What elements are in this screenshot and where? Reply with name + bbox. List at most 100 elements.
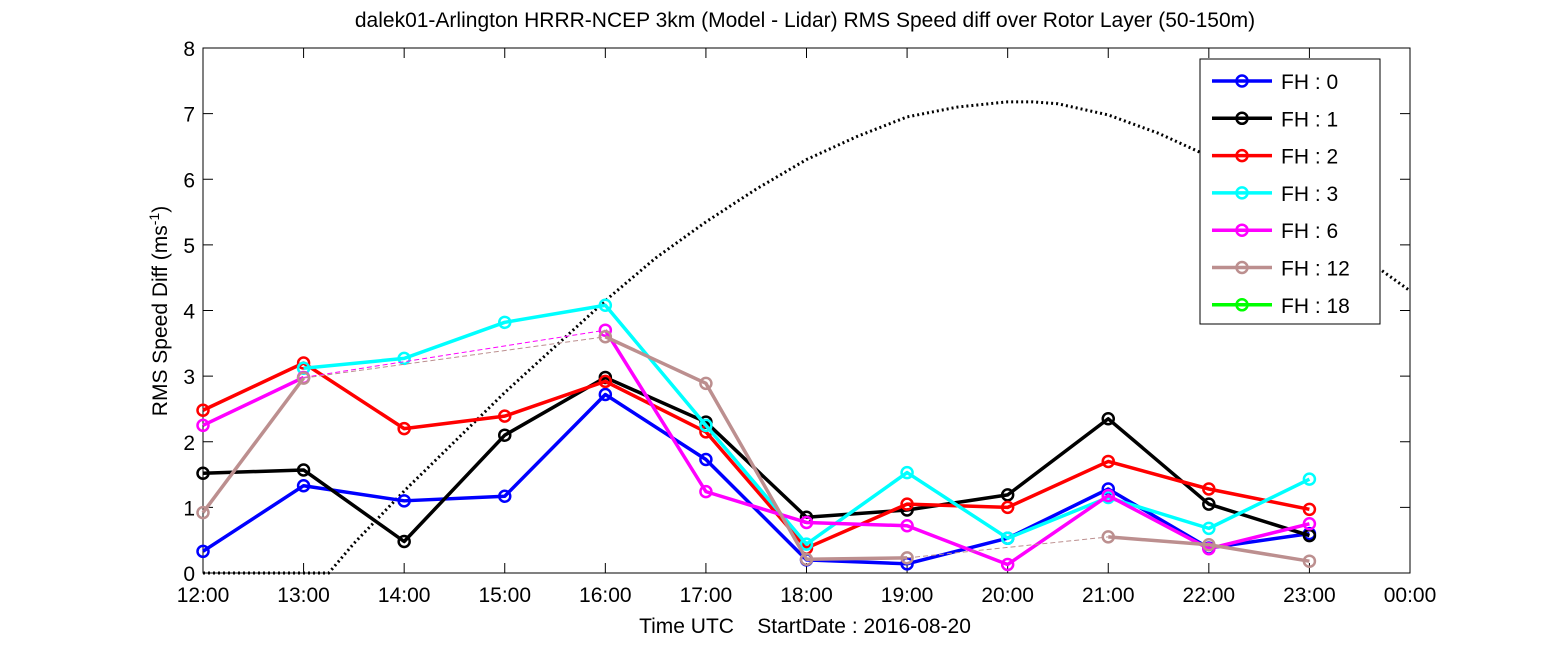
data-point-marker	[196, 403, 210, 417]
data-point-marker	[196, 466, 210, 480]
plot-area: 0 1 2 3 4 5 6 7 8 12:00 13:00 14:00 15:00 16:00 17:00…	[177, 38, 1437, 607]
y-axis-label-superscript: -1	[146, 213, 162, 226]
legend: FH : 0 FH : 1 FH : 2 FH : 3 FH : 6 FH : 12 FH …	[1199, 58, 1381, 325]
data-point-marker	[699, 484, 713, 499]
legend-swatch-marker	[1235, 148, 1249, 163]
x-axis-ticks: 12:00 13:00 14:00 15:00 16:00 17:00 18:00 19:00…	[177, 48, 1436, 607]
x-axis-label: Time UTC StartDate : 2016-08-20	[639, 615, 971, 638]
y-tick-label: 0	[183, 563, 195, 586]
x-tick-label: 20:00	[981, 584, 1034, 607]
data-point-marker	[1101, 454, 1115, 469]
y-tick-label: 5	[183, 235, 195, 258]
y-tick-label: 3	[183, 366, 195, 389]
data-point-marker	[598, 387, 613, 402]
data-point-marker	[799, 515, 814, 530]
data-point-marker	[900, 519, 914, 533]
data-point-marker	[296, 478, 311, 493]
data-point-marker	[498, 489, 512, 503]
data-point-marker	[1000, 531, 1015, 545]
legend-item: FH : 1	[1212, 108, 1338, 131]
x-tick-label: 12:00	[177, 584, 230, 607]
y-axis-ticks: 0 1 2 3 4 5 6 7 8	[183, 38, 1410, 586]
data-point-marker	[498, 409, 512, 423]
legend-label: FH : 18	[1281, 295, 1350, 318]
legend-swatch-marker	[1235, 111, 1249, 126]
x-tick-label: 14:00	[378, 584, 431, 607]
data-point-marker	[196, 418, 210, 433]
legend-label: FH : 0	[1281, 71, 1338, 94]
data-point-marker	[1302, 502, 1317, 517]
x-tick-label: 21:00	[1082, 584, 1135, 607]
legend-label: FH : 2	[1281, 146, 1338, 169]
data-point-marker	[598, 298, 613, 312]
data-point-marker	[1101, 412, 1115, 426]
legend-items: FH : 0 FH : 1 FH : 2 FH : 3 FH : 6 FH : 12 FH …	[1212, 71, 1350, 318]
y-tick-label: 7	[183, 104, 195, 127]
legend-label: FH : 12	[1281, 258, 1350, 281]
series-line	[201, 377, 305, 514]
y-tick-label: 1	[183, 497, 195, 520]
data-point-marker	[900, 465, 914, 480]
data-point-marker	[699, 418, 713, 433]
series-fh-1	[196, 370, 1317, 549]
chart-title: dalek01-Arlington HRRR-NCEP 3km (Model -…	[355, 9, 1255, 32]
data-point-marker	[1302, 517, 1317, 531]
data-point-marker	[397, 351, 411, 366]
legend-label: FH : 6	[1281, 220, 1338, 243]
data-point-marker	[1000, 488, 1015, 502]
legend-label: FH : 1	[1281, 108, 1338, 131]
data-point-marker	[1101, 488, 1115, 503]
data-point-marker	[598, 330, 613, 344]
series-line	[603, 329, 1310, 567]
x-tick-label: 15:00	[478, 584, 531, 607]
series-fh-2	[196, 356, 1317, 555]
legend-swatch-marker	[1235, 186, 1249, 200]
data-point-marker	[1302, 472, 1317, 486]
y-axis-label-main: RMS Speed Diff (ms	[149, 225, 172, 416]
legend-swatch-marker	[1235, 260, 1249, 275]
data-point-marker	[1202, 482, 1216, 496]
data-point-marker	[598, 323, 613, 337]
series-fh-3	[296, 298, 1317, 551]
y-tick-label: 8	[183, 38, 195, 61]
series-line	[202, 361, 1310, 550]
series-fh-0	[196, 387, 1317, 571]
y-axis-label: RMS Speed Diff (ms-1)	[146, 206, 172, 416]
data-point-marker	[1202, 521, 1216, 536]
series-gap-connector	[907, 536, 1109, 559]
series-line	[202, 375, 1310, 544]
data-point-marker	[296, 356, 311, 370]
legend-label: FH : 3	[1281, 183, 1338, 206]
data-point-marker	[296, 463, 311, 477]
data-point-marker	[1302, 554, 1317, 568]
data-point-marker	[1202, 538, 1216, 552]
series-line	[1108, 535, 1310, 563]
y-tick-label: 2	[183, 432, 195, 455]
data-point-marker	[498, 315, 512, 330]
legend-item: FH : 0	[1212, 71, 1338, 94]
x-tick-label: 13:00	[277, 584, 330, 607]
data-point-marker	[196, 544, 210, 559]
data-point-marker	[799, 537, 814, 551]
series-line	[303, 303, 1311, 546]
series-line	[604, 335, 908, 561]
data-point-marker	[498, 428, 512, 442]
series-fh-12	[196, 330, 1317, 568]
series-gap-connector	[303, 329, 606, 378]
legend-item: FH : 12	[1212, 258, 1350, 281]
data-point-marker	[1202, 497, 1216, 511]
data-point-marker	[397, 421, 411, 436]
legend-item: FH : 18	[1212, 295, 1350, 318]
data-point-marker	[196, 505, 210, 520]
y-tick-label: 6	[183, 169, 195, 192]
legend-item: FH : 3	[1212, 183, 1338, 206]
data-point-marker	[1000, 500, 1015, 515]
data-point-marker	[296, 371, 311, 385]
data-point-marker	[900, 497, 914, 511]
legend-item: FH : 6	[1212, 220, 1338, 243]
data-point-marker	[699, 376, 713, 391]
data-point-marker	[598, 374, 613, 389]
data-point-marker	[799, 552, 814, 566]
data-point-marker	[699, 452, 713, 467]
